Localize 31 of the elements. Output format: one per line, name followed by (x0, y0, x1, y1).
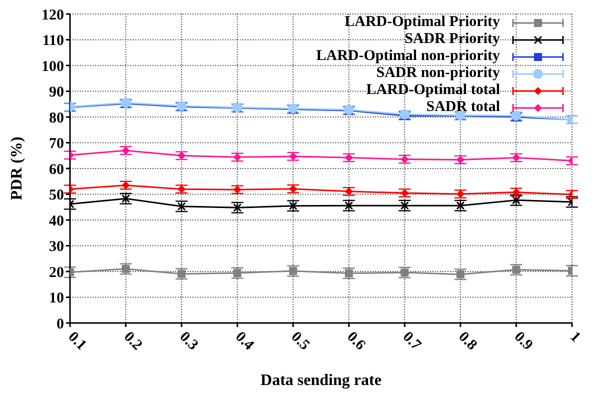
x-tick-label: 0.7 (399, 328, 424, 354)
y-tick-label: 70 (49, 136, 64, 152)
x-tick-label: 0.4 (232, 328, 257, 354)
y-tick-label: 100 (42, 58, 64, 75)
x-tick-label: 0.5 (288, 328, 312, 354)
legend-label: LARD-Optimal total (366, 82, 500, 99)
legend-label: SADR total (426, 99, 500, 116)
y-tick-label: 10 (49, 290, 64, 307)
y-axis-title: PDR (%) (8, 136, 26, 200)
y-tick-label: 60 (49, 162, 64, 178)
legend-label: SADR Priority (404, 31, 500, 48)
y-tick-label: 20 (49, 264, 64, 281)
y-tick-label: 40 (49, 213, 64, 230)
y-tick-label: 90 (49, 84, 64, 101)
legend-label: SADR non-priority (376, 65, 500, 82)
x-tick-label: 0.6 (344, 328, 369, 354)
x-tick-label: 0.8 (455, 328, 480, 354)
y-tick-label: 50 (49, 188, 64, 204)
x-tick-label: 0.3 (176, 328, 201, 354)
x-tick-label: 0.1 (64, 328, 90, 354)
x-axis-title: Data sending rate (260, 372, 382, 389)
legend-label: LARD-Optimal non-priority (316, 48, 500, 65)
y-tick-label: 120 (42, 7, 64, 24)
x-tick-label: 1 (566, 328, 584, 346)
legend-label: LARD-Optimal Priority (344, 14, 500, 31)
x-tick-label: 0.9 (510, 328, 536, 354)
x-tick-label: 0.2 (120, 328, 146, 354)
y-tick-label: 30 (49, 239, 64, 256)
y-tick-label: 110 (42, 33, 64, 50)
y-tick-label: 80 (49, 110, 64, 126)
y-tick-label: 0 (56, 316, 64, 332)
